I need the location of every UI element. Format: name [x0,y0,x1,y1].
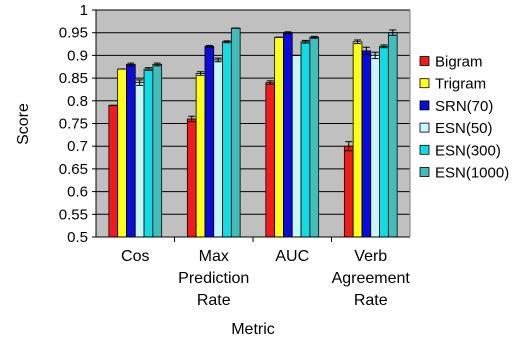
legend-swatch [419,78,430,89]
axes [92,9,411,242]
bar [361,50,372,238]
legend-label: SRN(70) [435,98,493,115]
x-tick-label: Verb [354,248,387,265]
x-tick-label: AUC [275,248,309,265]
bar [222,41,232,238]
bar [230,27,241,238]
bar [309,36,320,238]
x-tick-label: Prediction [178,270,249,287]
bar [204,45,215,238]
bar [370,55,380,238]
legend-swatch [419,56,430,66]
bar [379,45,389,238]
legend-swatch [419,167,430,177]
x-tick-label: Cos [121,248,149,265]
bar [134,82,145,238]
y-tick-label: 0.8 [67,93,88,110]
bar [152,64,163,238]
x-tick-labels: Cos Max Prediction Rate AUC Verb Agreement Rate [121,248,410,309]
legend-label: Trigram [435,76,486,93]
bar [300,41,311,238]
y-tick-label: 0.9 [67,47,88,64]
bars [108,27,398,238]
legend-label: ESN(50) [435,120,493,137]
y-tick-label: 0.95 [59,25,88,42]
bar [352,41,363,238]
legend: Bigram Trigram SRN(70) ESN(50) ESN(300) ESN(1… [419,54,509,182]
bar [108,104,119,238]
bar [143,68,154,238]
y-tick-label: 0.6 [67,184,88,201]
y-tick-labels: 0.5 0.55 0.6 0.65 0.7 0.75 0.8 0.85 0.9 0.95 1 [59,2,88,246]
y-tick-label: 0.7 [67,138,88,155]
bar [186,118,197,238]
x-tick-label: Max [199,248,229,265]
x-axis-label: Metric [231,321,275,338]
bar [343,145,354,238]
bar [265,82,276,238]
legend-label: ESN(300) [435,142,501,159]
legend-swatch [419,122,430,133]
y-tick-label: 1 [80,2,88,19]
y-tick-label: 0.55 [59,206,88,223]
y-tick-label: 0.75 [59,116,88,133]
x-tick-label: Rate [354,292,388,309]
bar [117,68,127,238]
bar [387,32,398,238]
bar [283,32,293,238]
legend-swatch [419,100,430,111]
y-tick-label: 0.65 [59,161,88,178]
legend-swatch [419,144,430,155]
x-tick-label: Agreement [332,270,411,287]
legend-label: Bigram [435,54,483,71]
bar [274,36,284,238]
y-tick-label: 0.5 [67,229,88,246]
bar [291,55,302,238]
bar [126,64,136,238]
bar [213,59,223,238]
bar [195,73,206,238]
legend-label: ESN(1000) [435,165,509,182]
y-tick-label: 0.85 [59,70,88,87]
x-tick-label: Rate [197,292,231,309]
y-axis-label: Score [15,103,32,145]
